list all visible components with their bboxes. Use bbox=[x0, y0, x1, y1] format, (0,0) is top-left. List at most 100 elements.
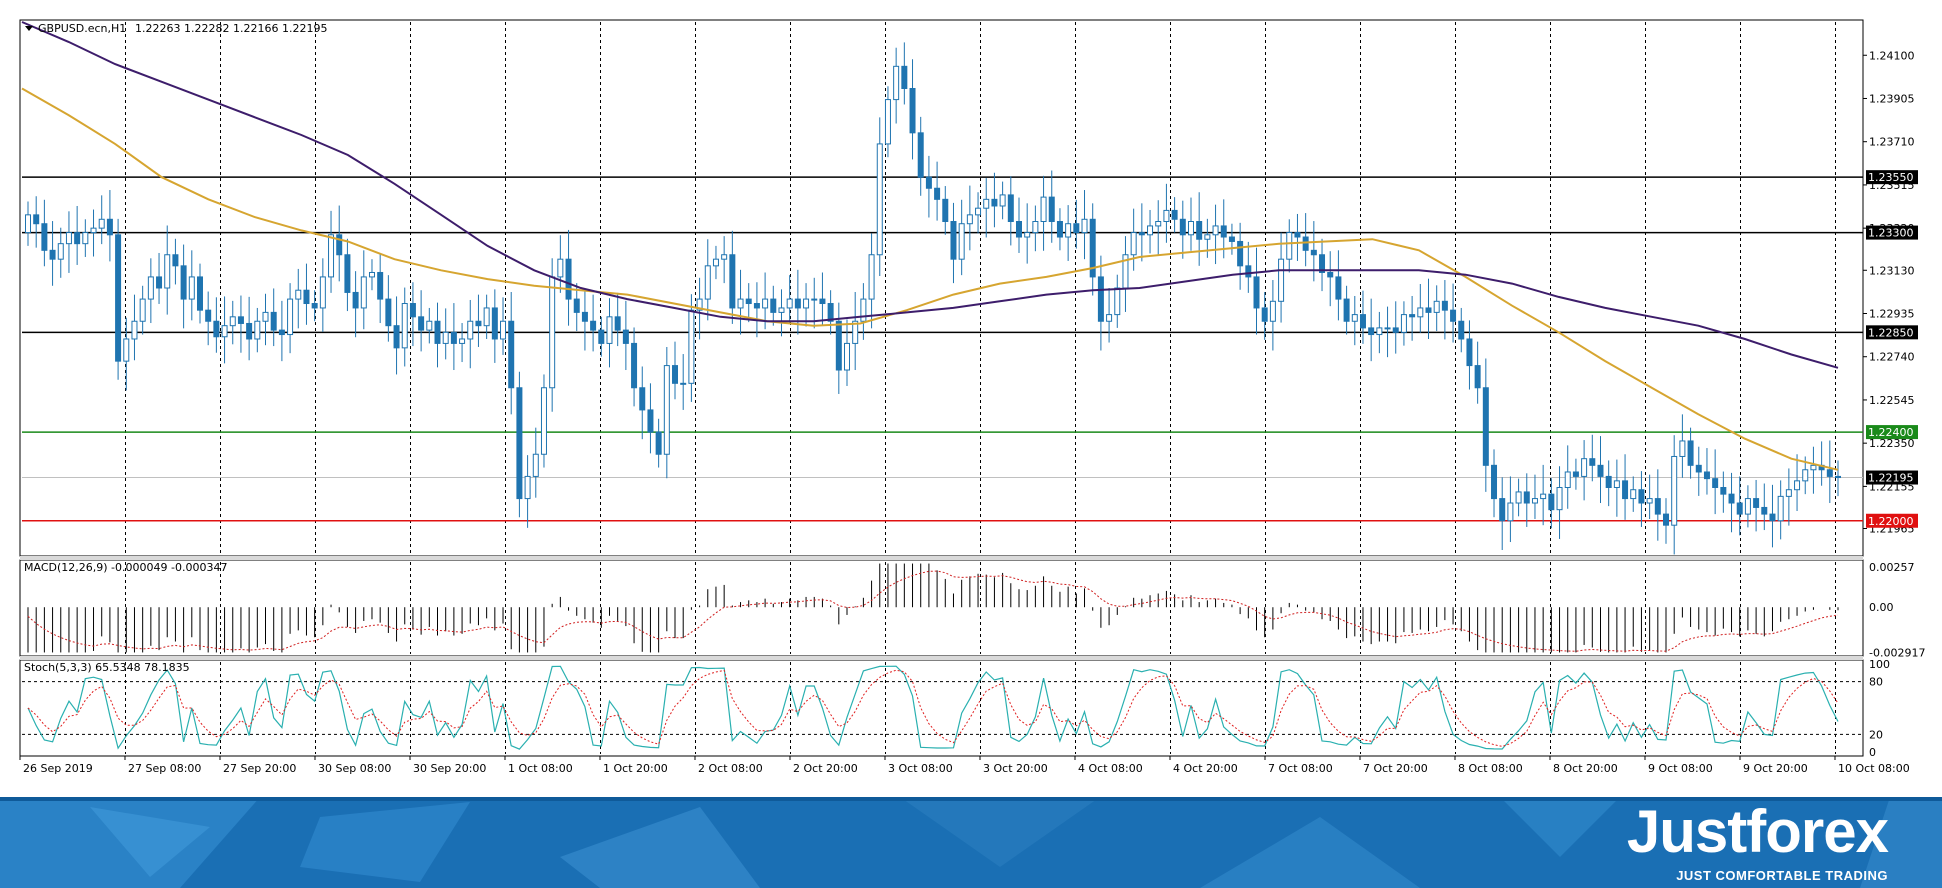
candle-body bbox=[1572, 471, 1579, 477]
stoch-tick-label: 100 bbox=[1869, 658, 1890, 671]
brand-logo: Justforex bbox=[1626, 798, 1889, 865]
candle-body bbox=[1187, 221, 1194, 236]
candle-body bbox=[1835, 475, 1841, 479]
candle-body bbox=[1433, 300, 1440, 313]
candle-body bbox=[1163, 209, 1170, 223]
candle bbox=[1712, 449, 1719, 515]
main-price-panel[interactable] bbox=[19, 19, 1864, 557]
candle-body bbox=[942, 198, 949, 222]
candle-body bbox=[737, 298, 744, 309]
level-tag-bg bbox=[1866, 325, 1918, 340]
candle-body bbox=[688, 309, 695, 384]
candle-body bbox=[1245, 265, 1252, 278]
candle-body bbox=[41, 223, 48, 251]
symbol-dropdown-icon[interactable] bbox=[25, 26, 33, 31]
candle bbox=[188, 250, 195, 321]
candle-body bbox=[90, 227, 97, 234]
candle bbox=[1024, 203, 1031, 264]
candle-body bbox=[827, 303, 834, 322]
candle bbox=[328, 210, 335, 293]
candle-body bbox=[1376, 327, 1383, 336]
stoch-main-line bbox=[27, 665, 1839, 750]
y-tick-label: 1.22350 bbox=[1869, 437, 1915, 450]
candle bbox=[1564, 445, 1571, 509]
x-tick-label: 8 Oct 20:00 bbox=[1553, 762, 1618, 775]
candle-body bbox=[1368, 327, 1375, 336]
candle bbox=[205, 291, 212, 346]
candle bbox=[778, 289, 785, 337]
candle bbox=[737, 269, 744, 335]
candle-body bbox=[385, 298, 392, 327]
candle bbox=[1212, 204, 1219, 265]
candle bbox=[1679, 414, 1686, 478]
candle bbox=[467, 299, 474, 369]
level-tag-bg bbox=[1866, 513, 1918, 528]
candle-body bbox=[1302, 236, 1309, 251]
candle bbox=[1761, 483, 1768, 531]
vertical-grid bbox=[125, 22, 1836, 754]
x-tick-label: 2 Oct 20:00 bbox=[793, 762, 858, 775]
candle bbox=[1048, 170, 1055, 243]
candle bbox=[229, 300, 236, 345]
candle bbox=[852, 291, 859, 371]
candle-body bbox=[1474, 365, 1481, 389]
candle bbox=[409, 282, 416, 347]
candle-body bbox=[950, 221, 957, 260]
candle bbox=[524, 455, 531, 528]
candle-body bbox=[1261, 307, 1268, 322]
candle-body bbox=[901, 65, 908, 90]
candle-body bbox=[786, 298, 793, 309]
candle bbox=[139, 285, 146, 335]
candle-body bbox=[893, 65, 900, 101]
candle-body bbox=[778, 307, 785, 313]
candle bbox=[1613, 459, 1620, 517]
level-price-tag: 1.23300 bbox=[1866, 225, 1918, 240]
candle bbox=[25, 201, 31, 246]
candle-body bbox=[958, 223, 965, 260]
x-tick-label: 10 Oct 08:00 bbox=[1838, 762, 1910, 775]
candle bbox=[1736, 476, 1743, 536]
candle bbox=[1106, 288, 1113, 343]
candle-body bbox=[753, 303, 760, 309]
candle-body bbox=[1351, 314, 1358, 322]
candle-body bbox=[1556, 487, 1563, 511]
candle bbox=[622, 300, 629, 371]
candle bbox=[344, 238, 351, 312]
candle bbox=[1540, 464, 1547, 526]
macd-panel[interactable] bbox=[19, 559, 1864, 657]
candle-body bbox=[540, 387, 547, 455]
candle bbox=[1228, 223, 1235, 255]
candle bbox=[1327, 251, 1334, 307]
level-tag-label: 1.22850 bbox=[1868, 326, 1914, 339]
candle bbox=[459, 323, 466, 363]
moving-averages bbox=[21, 21, 1839, 471]
candle-body bbox=[1032, 221, 1039, 234]
candle bbox=[360, 250, 367, 330]
candle-body bbox=[663, 365, 670, 455]
x-tick-label: 26 Sep 2019 bbox=[23, 762, 93, 775]
candles bbox=[25, 42, 1841, 555]
candle bbox=[712, 245, 719, 280]
x-tick-label: 7 Oct 20:00 bbox=[1363, 762, 1428, 775]
candle bbox=[418, 290, 425, 352]
candle bbox=[811, 277, 818, 329]
banner-background bbox=[0, 797, 1942, 888]
candle bbox=[934, 161, 941, 221]
candle-body bbox=[1384, 327, 1391, 330]
candle bbox=[1376, 311, 1383, 354]
candle bbox=[991, 172, 998, 228]
candle bbox=[1319, 238, 1326, 292]
candle-body bbox=[680, 382, 687, 385]
candle-body bbox=[860, 298, 867, 322]
candle bbox=[1720, 471, 1727, 513]
candle-body bbox=[1253, 276, 1260, 309]
candle bbox=[1384, 306, 1391, 358]
candle bbox=[1671, 435, 1678, 555]
candle-body bbox=[237, 316, 244, 324]
candle-body bbox=[1073, 223, 1080, 234]
candle bbox=[278, 300, 285, 362]
candle-body bbox=[557, 258, 564, 278]
candle-body bbox=[1630, 489, 1637, 500]
candle-body bbox=[287, 298, 294, 336]
candle bbox=[942, 186, 949, 235]
